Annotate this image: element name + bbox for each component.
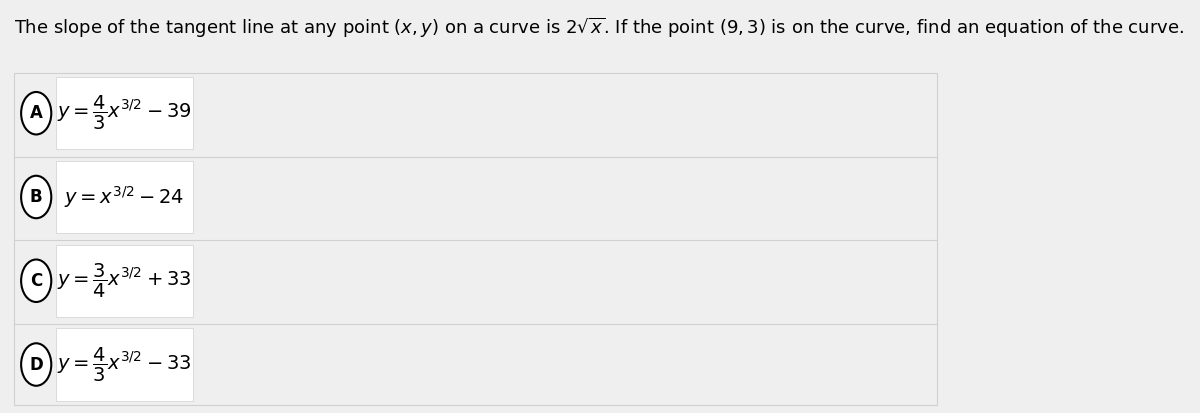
FancyBboxPatch shape	[56, 244, 193, 317]
Text: A: A	[30, 104, 43, 122]
FancyBboxPatch shape	[13, 73, 937, 405]
Ellipse shape	[22, 259, 52, 302]
Text: $y = x^{3/2} - 24$: $y = x^{3/2} - 24$	[65, 184, 185, 210]
Ellipse shape	[22, 343, 52, 386]
FancyBboxPatch shape	[56, 77, 193, 150]
Text: $y = \dfrac{4}{3}x^{3/2} - 33$: $y = \dfrac{4}{3}x^{3/2} - 33$	[58, 346, 192, 384]
FancyBboxPatch shape	[56, 328, 193, 401]
FancyBboxPatch shape	[56, 161, 193, 233]
Text: The slope of the tangent line at any point $(x, y)$ on a curve is $2\sqrt{x}$. I: The slope of the tangent line at any poi…	[13, 16, 1183, 40]
Text: $y = \dfrac{4}{3}x^{3/2} - 39$: $y = \dfrac{4}{3}x^{3/2} - 39$	[58, 94, 192, 132]
Text: C: C	[30, 272, 42, 290]
Text: $y = \dfrac{3}{4}x^{3/2} + 33$: $y = \dfrac{3}{4}x^{3/2} + 33$	[58, 262, 192, 300]
Ellipse shape	[22, 92, 52, 135]
Text: D: D	[29, 356, 43, 373]
Text: B: B	[30, 188, 42, 206]
Ellipse shape	[22, 176, 52, 218]
